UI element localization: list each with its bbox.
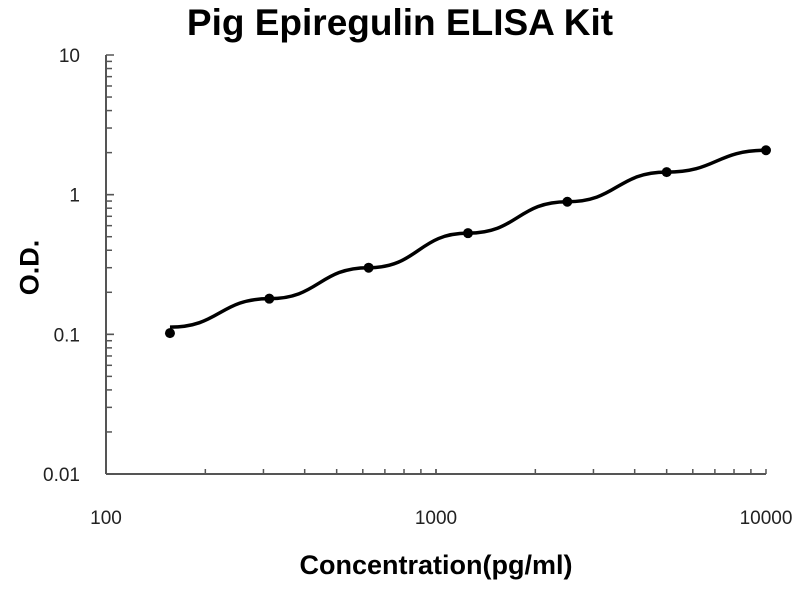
data-point (462, 228, 473, 239)
series-line (169, 148, 767, 329)
x-tick-label: 100 (90, 508, 122, 529)
y-tick-label: 0.01 (43, 465, 80, 486)
y-tick-label: 0.1 (54, 325, 80, 346)
x-tick-label: 10000 (740, 508, 793, 529)
x-tick-label: 1000 (415, 508, 457, 529)
y-tick-label: 1 (69, 186, 80, 207)
data-point (761, 145, 771, 156)
x-axis-label: Concentration(pg/ml) (299, 550, 573, 580)
data-point (164, 328, 175, 339)
data-point (363, 262, 374, 273)
chart-title: Pig Epiregulin ELISA Kit (186, 2, 614, 43)
data-point (661, 167, 672, 178)
data-point (562, 196, 573, 207)
y-tick-label: 10 (59, 46, 80, 67)
data-point (264, 293, 275, 304)
